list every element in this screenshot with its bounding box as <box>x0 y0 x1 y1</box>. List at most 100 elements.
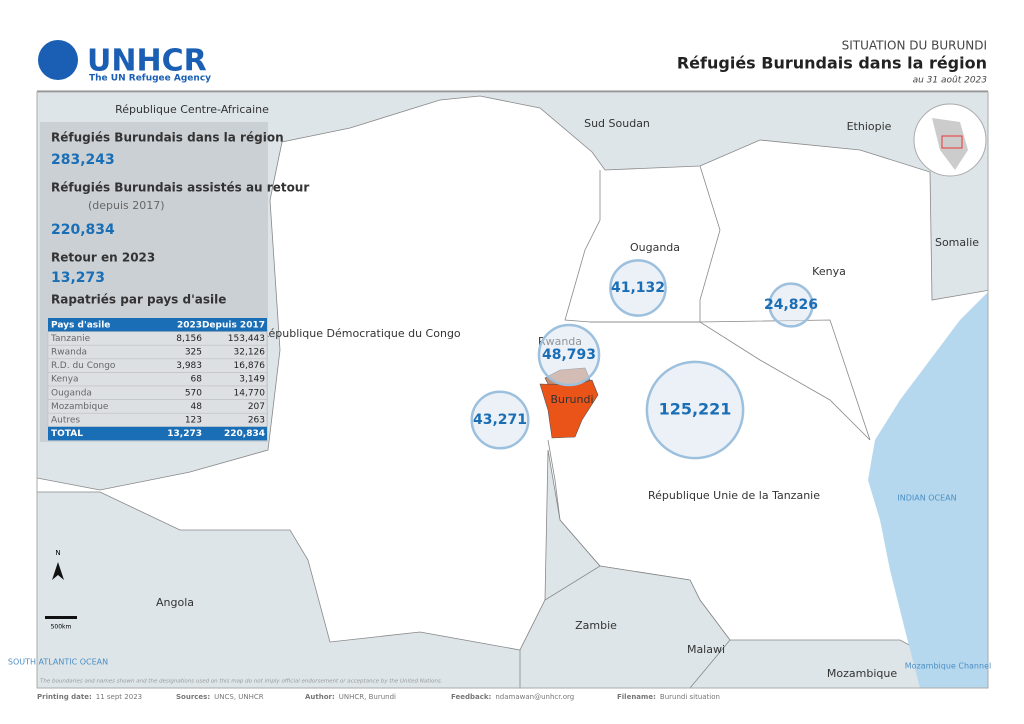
table-cell: Rwanda <box>51 348 87 358</box>
table-cell: Tanzanie <box>50 334 91 344</box>
country-label: République Centre-Africaine <box>115 103 269 116</box>
footer-label: Author: <box>305 693 335 701</box>
country-label: République Démocratique du Congo <box>261 327 461 340</box>
footer: Printing date: 11 sept 2023 Sources: UNCS, … <box>37 693 720 701</box>
table-cell: Autres <box>51 416 80 426</box>
table-cell: 3,983 <box>176 361 202 371</box>
table-cell: 32,126 <box>234 348 266 358</box>
border <box>699 165 721 322</box>
table-cell: 3,149 <box>239 375 265 385</box>
focus-countries <box>37 95 988 688</box>
north-label: N <box>55 549 60 557</box>
table-title: Rapatriés par pays d'asile <box>51 293 226 307</box>
border <box>547 439 601 567</box>
stat-value: 283,243 <box>51 152 115 168</box>
refugee-bubble <box>645 360 745 460</box>
table-cell: 48 <box>191 402 203 412</box>
zambia-malawi <box>519 565 731 688</box>
footer-value: UNHCR, Burundi <box>339 693 396 701</box>
table-header-cell: Pays d'asile <box>51 320 110 330</box>
refugee-bubble <box>470 390 530 450</box>
locator-box <box>941 135 963 149</box>
border <box>590 321 871 441</box>
footer-label: Feedback: <box>451 693 492 701</box>
north-arrow <box>52 562 64 580</box>
country-label: Sud Soudan <box>584 117 650 130</box>
water-label: Mozambique Channel <box>905 662 991 671</box>
bubble-label: 43,271 <box>473 412 527 428</box>
country-label: Ethiopie <box>847 120 892 133</box>
footer-label: Filename: <box>617 693 656 701</box>
logo-emblem <box>38 40 78 80</box>
stat-value: 220,834 <box>51 222 115 238</box>
table-cell: 14,770 <box>234 388 266 398</box>
table-header-cell: Depuis 2017 <box>202 320 265 330</box>
locator-africa <box>932 118 968 170</box>
water-label: INDIAN OCEAN <box>897 494 956 503</box>
stat-value: 13,273 <box>51 270 105 286</box>
country-label: Zambie <box>575 619 617 632</box>
bubble-label: 41,132 <box>611 280 665 296</box>
logo: UNHCR <box>87 44 207 79</box>
country-label: Burundi <box>550 393 593 406</box>
table-row <box>47 372 268 387</box>
stat-label: Réfugiés Burundais assistés au retour <box>51 181 309 195</box>
table-total-cell: 220,834 <box>224 429 265 439</box>
disclaimer: The boundaries and names shown and the d… <box>40 679 443 685</box>
kicker: SITUATION DU BURUNDI <box>842 39 987 53</box>
country-label: Mozambique <box>827 667 897 680</box>
table-cell: 8,156 <box>176 334 202 344</box>
refugee-bubble <box>768 282 814 328</box>
refugee-bubble <box>537 323 601 387</box>
table-total <box>48 426 267 441</box>
footer-value: ndamawan@unhcr.org <box>495 693 574 701</box>
table-total-cell: 13,273 <box>167 429 202 439</box>
stat-note: (depuis 2017) <box>88 199 165 212</box>
footer-label: Printing date: <box>37 693 92 701</box>
stat-label: Retour en 2023 <box>51 251 155 265</box>
footer-value: Burundi situation <box>660 693 720 701</box>
table-cell: 570 <box>185 388 202 398</box>
date: au 31 août 2023 <box>913 75 988 86</box>
table-cell: 68 <box>191 375 203 385</box>
stat-label: Réfugiés Burundais dans la région <box>51 131 284 145</box>
table-total-cell: TOTAL <box>51 429 83 439</box>
footer-value: UNCS, UNHCR <box>214 693 264 701</box>
country-label: Ouganda <box>630 241 680 254</box>
table-cell: Ouganda <box>51 388 92 398</box>
bubbles: 41,132 24,826 48,793 43,271 125,221 <box>470 259 818 460</box>
footer-value: 11 sept 2023 <box>96 693 142 701</box>
table-row <box>47 412 268 428</box>
table-header-cell: 2023 <box>177 320 202 330</box>
table-cell: R.D. du Congo <box>51 361 116 371</box>
country-label: Kenya <box>812 265 846 278</box>
bubble-label: 48,793 <box>542 347 596 363</box>
scale-bar <box>45 616 77 619</box>
refugee-bubble <box>609 259 667 317</box>
bubble-label: 125,221 <box>659 400 732 419</box>
table-cell: Mozambique <box>51 402 109 412</box>
map <box>37 92 988 688</box>
bubble-label: 24,826 <box>764 297 818 313</box>
table-cell: 153,443 <box>228 334 265 344</box>
country-label: Somalie <box>935 236 979 249</box>
table-cell: 207 <box>248 402 265 412</box>
country-label: Angola <box>156 596 194 609</box>
map-frame <box>36 91 989 689</box>
scale-label: 500km <box>51 624 72 631</box>
table-cell: 325 <box>185 348 202 358</box>
table-cell: Kenya <box>51 375 79 385</box>
table: Pays d'asile 2023 Depuis 2017 Tanzanie 8,156… <box>47 318 268 441</box>
footer-label: Sources: <box>176 693 210 701</box>
table-cell: 263 <box>248 416 265 426</box>
ocean <box>868 292 988 688</box>
table-header <box>48 318 267 332</box>
tagline: The UN Refugee Agency <box>89 74 211 84</box>
water-label: SOUTH ATLANTIC OCEAN <box>8 658 108 667</box>
country-label: République Unie de la Tanzanie <box>648 489 820 502</box>
title: Réfugiés Burundais dans la région <box>677 54 987 73</box>
table-cell: 16,876 <box>234 361 266 371</box>
info-panel <box>40 122 268 442</box>
border <box>564 170 871 441</box>
